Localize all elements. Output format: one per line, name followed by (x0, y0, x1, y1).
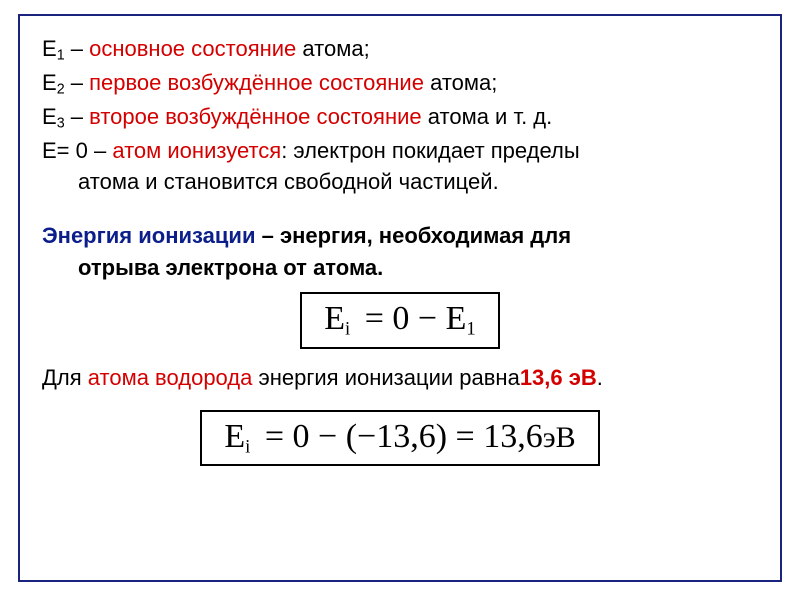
line-ionization-2: отрыва электрона от атома. (42, 253, 758, 283)
e3-red: второе возбуждённое состояние (89, 104, 422, 129)
e0-red: атом ионизуется (112, 138, 281, 163)
line-e0-cont: атома и становится свободной частицей. (42, 167, 758, 197)
spacer (42, 353, 758, 363)
e0-tail: : электрон покидает пределы (281, 138, 579, 163)
line-hydrogen: Для атома водорода энергия ионизации рав… (42, 363, 758, 393)
content-frame: E1 – основное состояние атома; E2 – перв… (18, 14, 782, 582)
e2-red: первое возбуждённое состояние (89, 70, 424, 95)
e3-dash: – (65, 104, 89, 129)
formula-1: Ei = 0 − E1 (300, 292, 499, 348)
line-e1: E1 – основное состояние атома; (42, 34, 758, 66)
formula-1-wrap: Ei = 0 − E1 (42, 292, 758, 348)
line-ionization-1: Энергия ионизации – энергия, необходимая… (42, 221, 758, 251)
spacer (42, 199, 758, 221)
slide: E1 – основное состояние атома; E2 – перв… (0, 0, 800, 600)
ion-mid: – энергия, необходимая для (255, 223, 571, 248)
line-e2: E2 – первое возбуждённое состояние атома… (42, 68, 758, 100)
h-red1: атома водорода (88, 365, 253, 390)
ion-head: Энергия ионизации (42, 223, 255, 248)
e2-tail: атома; (424, 70, 497, 95)
e1-symbol: E1 (42, 36, 65, 61)
e3-symbol: E3 (42, 104, 65, 129)
h-mid: энергия ионизации равна (252, 365, 519, 390)
e2-dash: – (65, 70, 89, 95)
line-e3: E3 – второе возбуждённое состояние атома… (42, 102, 758, 134)
e1-tail: атома; (296, 36, 369, 61)
h-tail: . (597, 365, 603, 390)
e2-symbol: E2 (42, 70, 65, 95)
e3-tail: атома и т. д. (422, 104, 553, 129)
formula-2: Ei = 0 − (−13,6) = 13,6эВ (200, 410, 599, 466)
h-red2: 13,6 эВ (520, 365, 597, 390)
formula-2-wrap: Ei = 0 − (−13,6) = 13,6эВ (42, 410, 758, 466)
e1-dash: – (65, 36, 89, 61)
e1-red: основное состояние (89, 36, 296, 61)
h-pre: Для (42, 365, 88, 390)
line-e0: E= 0 – атом ионизуется: электрон покидае… (42, 136, 758, 166)
e0-head: E= 0 – (42, 138, 112, 163)
